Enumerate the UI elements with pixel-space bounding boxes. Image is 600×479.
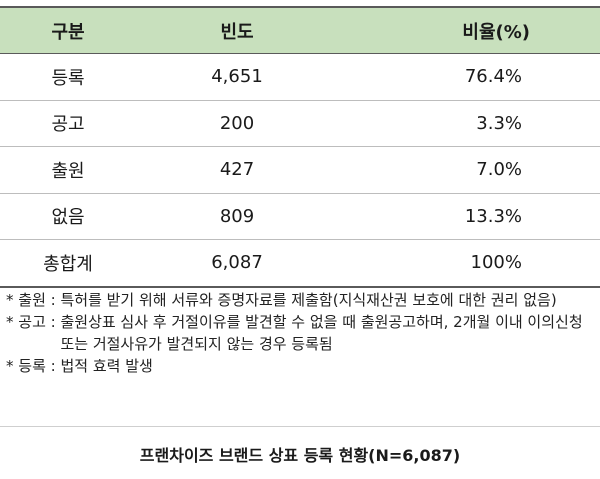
trademark-status-table: 구분 빈도 비율(%) 등록 4,651 76.4% 공고 200 3.3% 출… — [0, 6, 600, 288]
row-ratio: 7.0% — [338, 146, 600, 194]
footnote-text: 출원상표 심사 후 거절이유를 발견할 수 없을 때 출원공고하며, 2개월 이… — [60, 313, 583, 353]
row-ratio: 3.3% — [338, 100, 600, 147]
row-ratio: 100% — [338, 239, 600, 288]
header-frequency: 빈도 — [136, 6, 338, 54]
header-ratio: 비율(%) — [338, 6, 600, 54]
footnote-tag: * 등록 : — [6, 357, 61, 375]
footnotes: * 출원 : 특허를 받기 위해 서류와 증명자료를 제출함(지식재산권 보호에… — [6, 289, 600, 377]
table-row: 출원 427 7.0% — [0, 146, 600, 194]
footnote-tag: * 공고 : — [6, 313, 61, 331]
table-row: 등록 4,651 76.4% — [0, 53, 600, 101]
footnote-text: 특허를 받기 위해 서류와 증명자료를 제출함(지식재산권 보호에 대한 권리 … — [60, 291, 557, 309]
table-body: 등록 4,651 76.4% 공고 200 3.3% 출원 427 7.0% 없… — [0, 53, 600, 288]
row-label: 없음 — [0, 193, 136, 240]
table-caption: 프랜차이즈 브랜드 상표 등록 현황(N=6,087) — [139, 446, 461, 465]
row-ratio: 13.3% — [338, 193, 600, 240]
caption-divider — [0, 426, 600, 427]
header-row: 구분 빈도 비율(%) — [0, 6, 600, 54]
row-label: 출원 — [0, 146, 136, 194]
footnote-item: * 등록 : 법적 효력 발생 — [6, 355, 600, 377]
footnote-item: * 출원 : 특허를 받기 위해 서류와 증명자료를 제출함(지식재산권 보호에… — [6, 289, 600, 311]
footnote-tag: * 출원 : — [6, 291, 61, 309]
row-label: 총합계 — [0, 239, 136, 288]
row-frequency: 4,651 — [136, 53, 338, 101]
table-header: 구분 빈도 비율(%) — [0, 6, 600, 54]
header-category: 구분 — [0, 6, 136, 54]
row-frequency: 200 — [136, 100, 338, 147]
footnote-item: * 공고 : 출원상표 심사 후 거절이유를 발견할 수 없을 때 출원공고하며… — [6, 311, 600, 355]
footnote-text: 법적 효력 발생 — [60, 357, 153, 375]
row-frequency: 6,087 — [136, 239, 338, 288]
table-row: 공고 200 3.3% — [0, 100, 600, 147]
row-label: 등록 — [0, 53, 136, 101]
row-frequency: 809 — [136, 193, 338, 240]
table-row: 없음 809 13.3% — [0, 193, 600, 240]
row-frequency: 427 — [136, 146, 338, 194]
row-ratio: 76.4% — [338, 53, 600, 101]
row-label: 공고 — [0, 100, 136, 147]
table-row-total: 총합계 6,087 100% — [0, 239, 600, 288]
